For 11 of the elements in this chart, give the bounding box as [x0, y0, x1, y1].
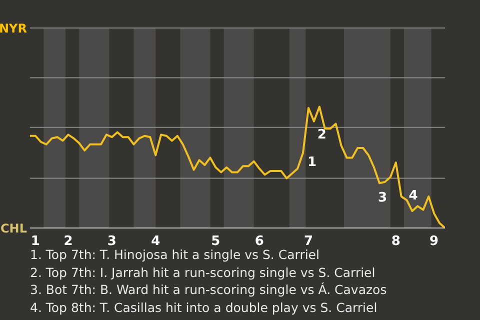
text: NYR: [0, 21, 27, 36]
annotation: 1: [308, 155, 317, 170]
annotation: 2: [317, 128, 326, 143]
annotation: 3: [378, 190, 387, 206]
x-tick-label: 8: [391, 234, 400, 250]
text: 3. Bot 7th: B. Ward hit a run-scoring single vs Á. Cavazos: [30, 281, 387, 298]
text: 4. Top 8th: T. Casillas hit into a double play vs S. Carriel: [30, 298, 378, 316]
text: CHL: [0, 221, 28, 236]
text: 2. Top 7th: I. Jarrah hit a run-scoring single vs S. Carriel: [30, 264, 376, 281]
x-tick-label: 9: [430, 234, 439, 250]
annotation: 4: [408, 188, 418, 204]
